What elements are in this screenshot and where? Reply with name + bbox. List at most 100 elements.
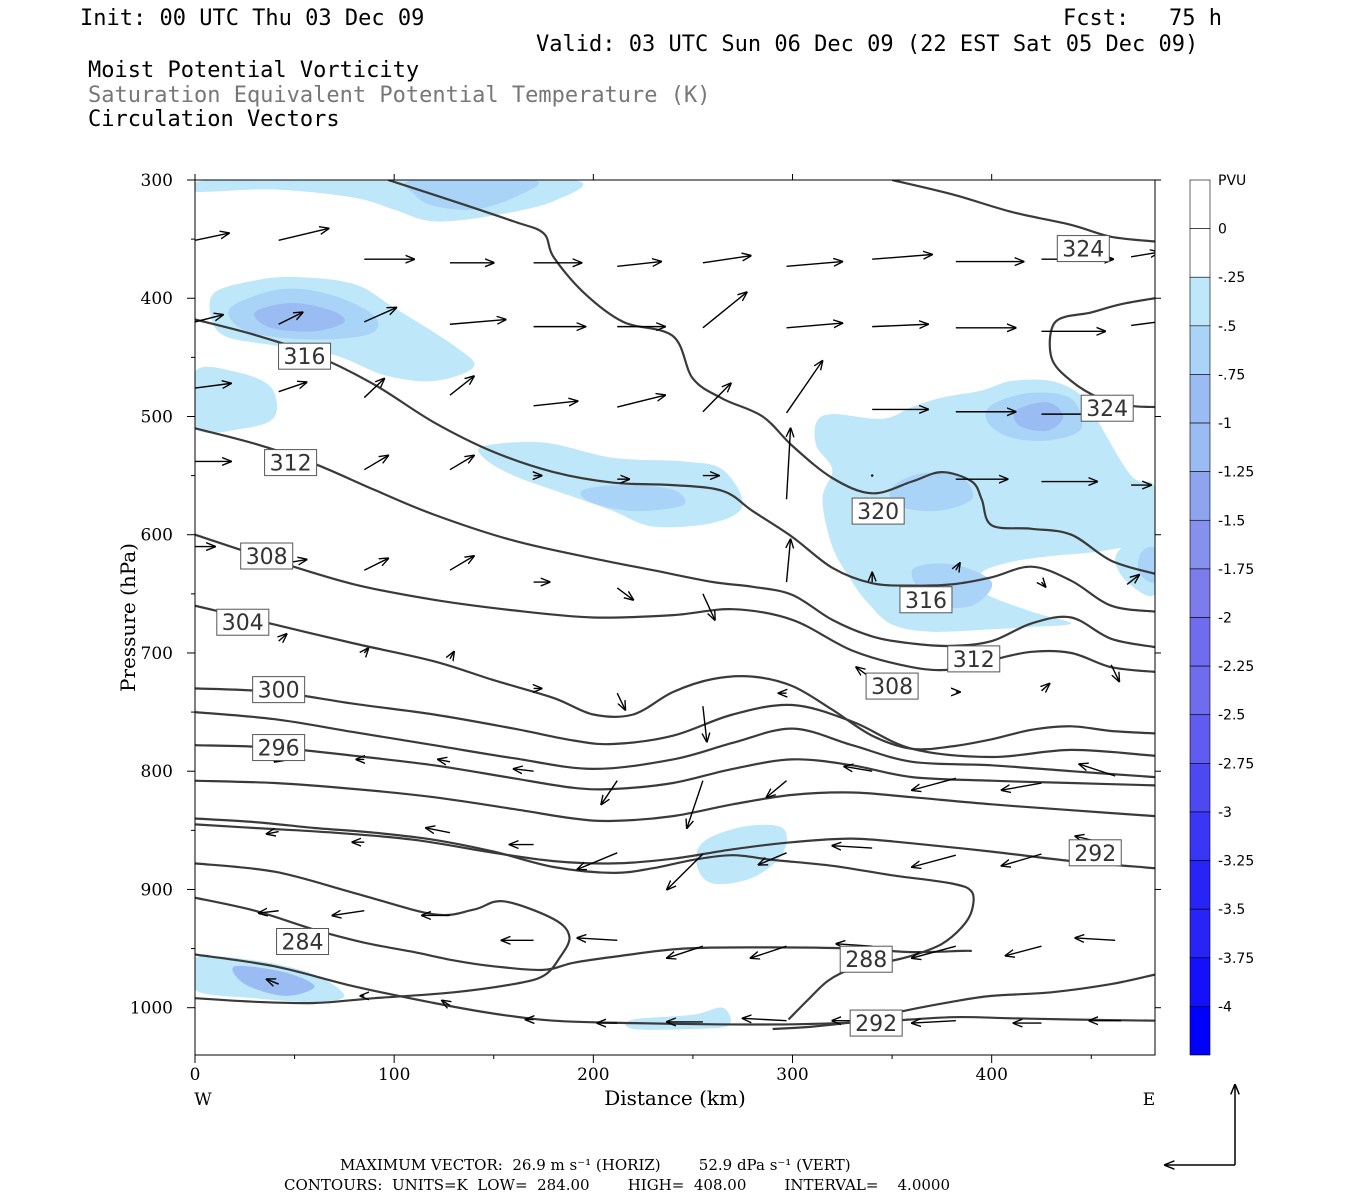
circulation-vector (912, 945, 957, 958)
colorbar-label: -.5 (1218, 319, 1236, 335)
theta-contour (195, 862, 571, 1005)
colorbar-box (1189, 374, 1211, 424)
theta-contour (195, 687, 1155, 759)
contour-label-box (216, 608, 270, 636)
contour-label: 312 (270, 452, 312, 477)
colorbar-box (1189, 276, 1211, 327)
axes: 300 400 500 600 700 800 900 1000 0 100 200 300 400 W E… (116, 171, 1161, 1110)
circulation-vector (702, 256, 751, 264)
circulation-vector (195, 315, 223, 323)
contour-label-box (851, 497, 905, 525)
y-tick-label: 800 (141, 762, 173, 782)
colorbar-label: -1.5 (1218, 513, 1245, 529)
contour-labels: 316 312 308 304 300 296 284 320 316 312 308 288 292 2… (216, 235, 1134, 1037)
contour-label: 316 (905, 589, 947, 614)
contour-label: 316 (284, 345, 326, 370)
contour-label-box (252, 734, 306, 762)
contour-label: 324 (1086, 397, 1128, 422)
pv-region (478, 441, 743, 528)
contour-label-box (276, 927, 330, 955)
circulation-vector (426, 828, 451, 833)
x-east-label: E (1143, 1090, 1155, 1110)
circulation-vector (616, 587, 633, 600)
contour-label: 308 (246, 545, 288, 570)
circulation-vector (844, 766, 873, 771)
circulation-vector (449, 320, 506, 325)
pv-region (404, 180, 539, 210)
pv-region (1137, 546, 1155, 583)
pv-region (580, 485, 686, 512)
theta-contours (195, 180, 1155, 1031)
circulation-vector (364, 648, 368, 653)
contour-label-box (1068, 839, 1122, 867)
circulation-vector (1130, 252, 1155, 257)
colorbar-label: -4 (1218, 999, 1232, 1015)
colorbar-box (1189, 325, 1211, 375)
circulation-vector (703, 706, 707, 741)
field-title-vectors: Circulation Vectors (88, 107, 340, 132)
circulation-vector (450, 652, 454, 659)
circulation-vector (1131, 321, 1155, 327)
circulation-vector (751, 945, 787, 958)
contour-label-box (947, 645, 1001, 673)
contour-label: 288 (845, 948, 887, 973)
circulation-vector (702, 593, 715, 620)
theta-contour (387, 180, 1155, 575)
theta-contour (195, 823, 1155, 870)
circulation-vector (743, 1018, 787, 1020)
circulation-vector (1006, 945, 1042, 955)
x-tick-label: 400 (975, 1065, 1007, 1085)
circulation-vector (267, 832, 279, 834)
x-axis-title: Distance (km) (604, 1086, 746, 1110)
theta-contour (772, 973, 1155, 1031)
circulation-vector (956, 563, 960, 570)
contour-label-box (1080, 394, 1134, 422)
circulation-vector (786, 262, 843, 268)
colorbar-label: -3.75 (1218, 951, 1254, 967)
pv-region (195, 366, 278, 434)
circulation-vector (195, 383, 231, 388)
colorbar-label: -3.5 (1218, 902, 1245, 918)
circulation-vector (787, 539, 791, 583)
contour-label: 296 (258, 737, 300, 762)
theta-contour (891, 180, 1155, 243)
colorbar-label: -1.25 (1218, 465, 1254, 481)
colorbar-label: -2 (1218, 611, 1232, 627)
colorbar-label: -2.25 (1218, 659, 1254, 675)
circulation-vector (278, 228, 329, 241)
circulation-vector (278, 382, 307, 393)
circulation-vector (449, 456, 474, 471)
y-tick-label: 400 (141, 289, 173, 309)
contour-label: 324 (1062, 238, 1104, 263)
contour-label-box (240, 542, 294, 570)
circulation-vector (616, 692, 625, 710)
circulation-vector (449, 556, 474, 571)
contour-label: 304 (222, 611, 264, 636)
colorbar-box (1189, 714, 1211, 764)
colorbar-box (1189, 519, 1211, 570)
theta-contour (195, 744, 1155, 791)
contour-label-box (849, 1009, 903, 1037)
circulation-vector (1110, 664, 1119, 682)
colorbar-box (1189, 1006, 1211, 1056)
pv-region (695, 824, 787, 885)
circulation-vector (279, 634, 287, 641)
colorbar-box (1189, 228, 1211, 278)
circulation-vector (442, 1001, 450, 1006)
colorbar-label: 0 (1218, 222, 1227, 238)
circulation-vector (363, 456, 388, 471)
x-tick-label: 200 (577, 1065, 609, 1085)
circulation-vector (870, 474, 874, 477)
y-tick-label: 700 (141, 644, 173, 664)
init-time: Init: 00 UTC Thu 03 Dec 09 (80, 6, 425, 31)
circulation-vector (601, 780, 618, 805)
pv-region (1115, 531, 1155, 597)
y-axis-title: Pressure (hPa) (116, 543, 140, 692)
colorbar-unit: PVU (1218, 173, 1246, 189)
circulation-vector (1126, 575, 1139, 585)
contour-label: 284 (282, 930, 324, 955)
x-tick-label: 300 (776, 1065, 808, 1085)
contour-label-box (899, 586, 953, 614)
colorbar: PVU 0 -.25 -.5 -.75 -1 -1.25 -1.5 -1.75 -2 -2.25 -2… (1189, 173, 1254, 1056)
